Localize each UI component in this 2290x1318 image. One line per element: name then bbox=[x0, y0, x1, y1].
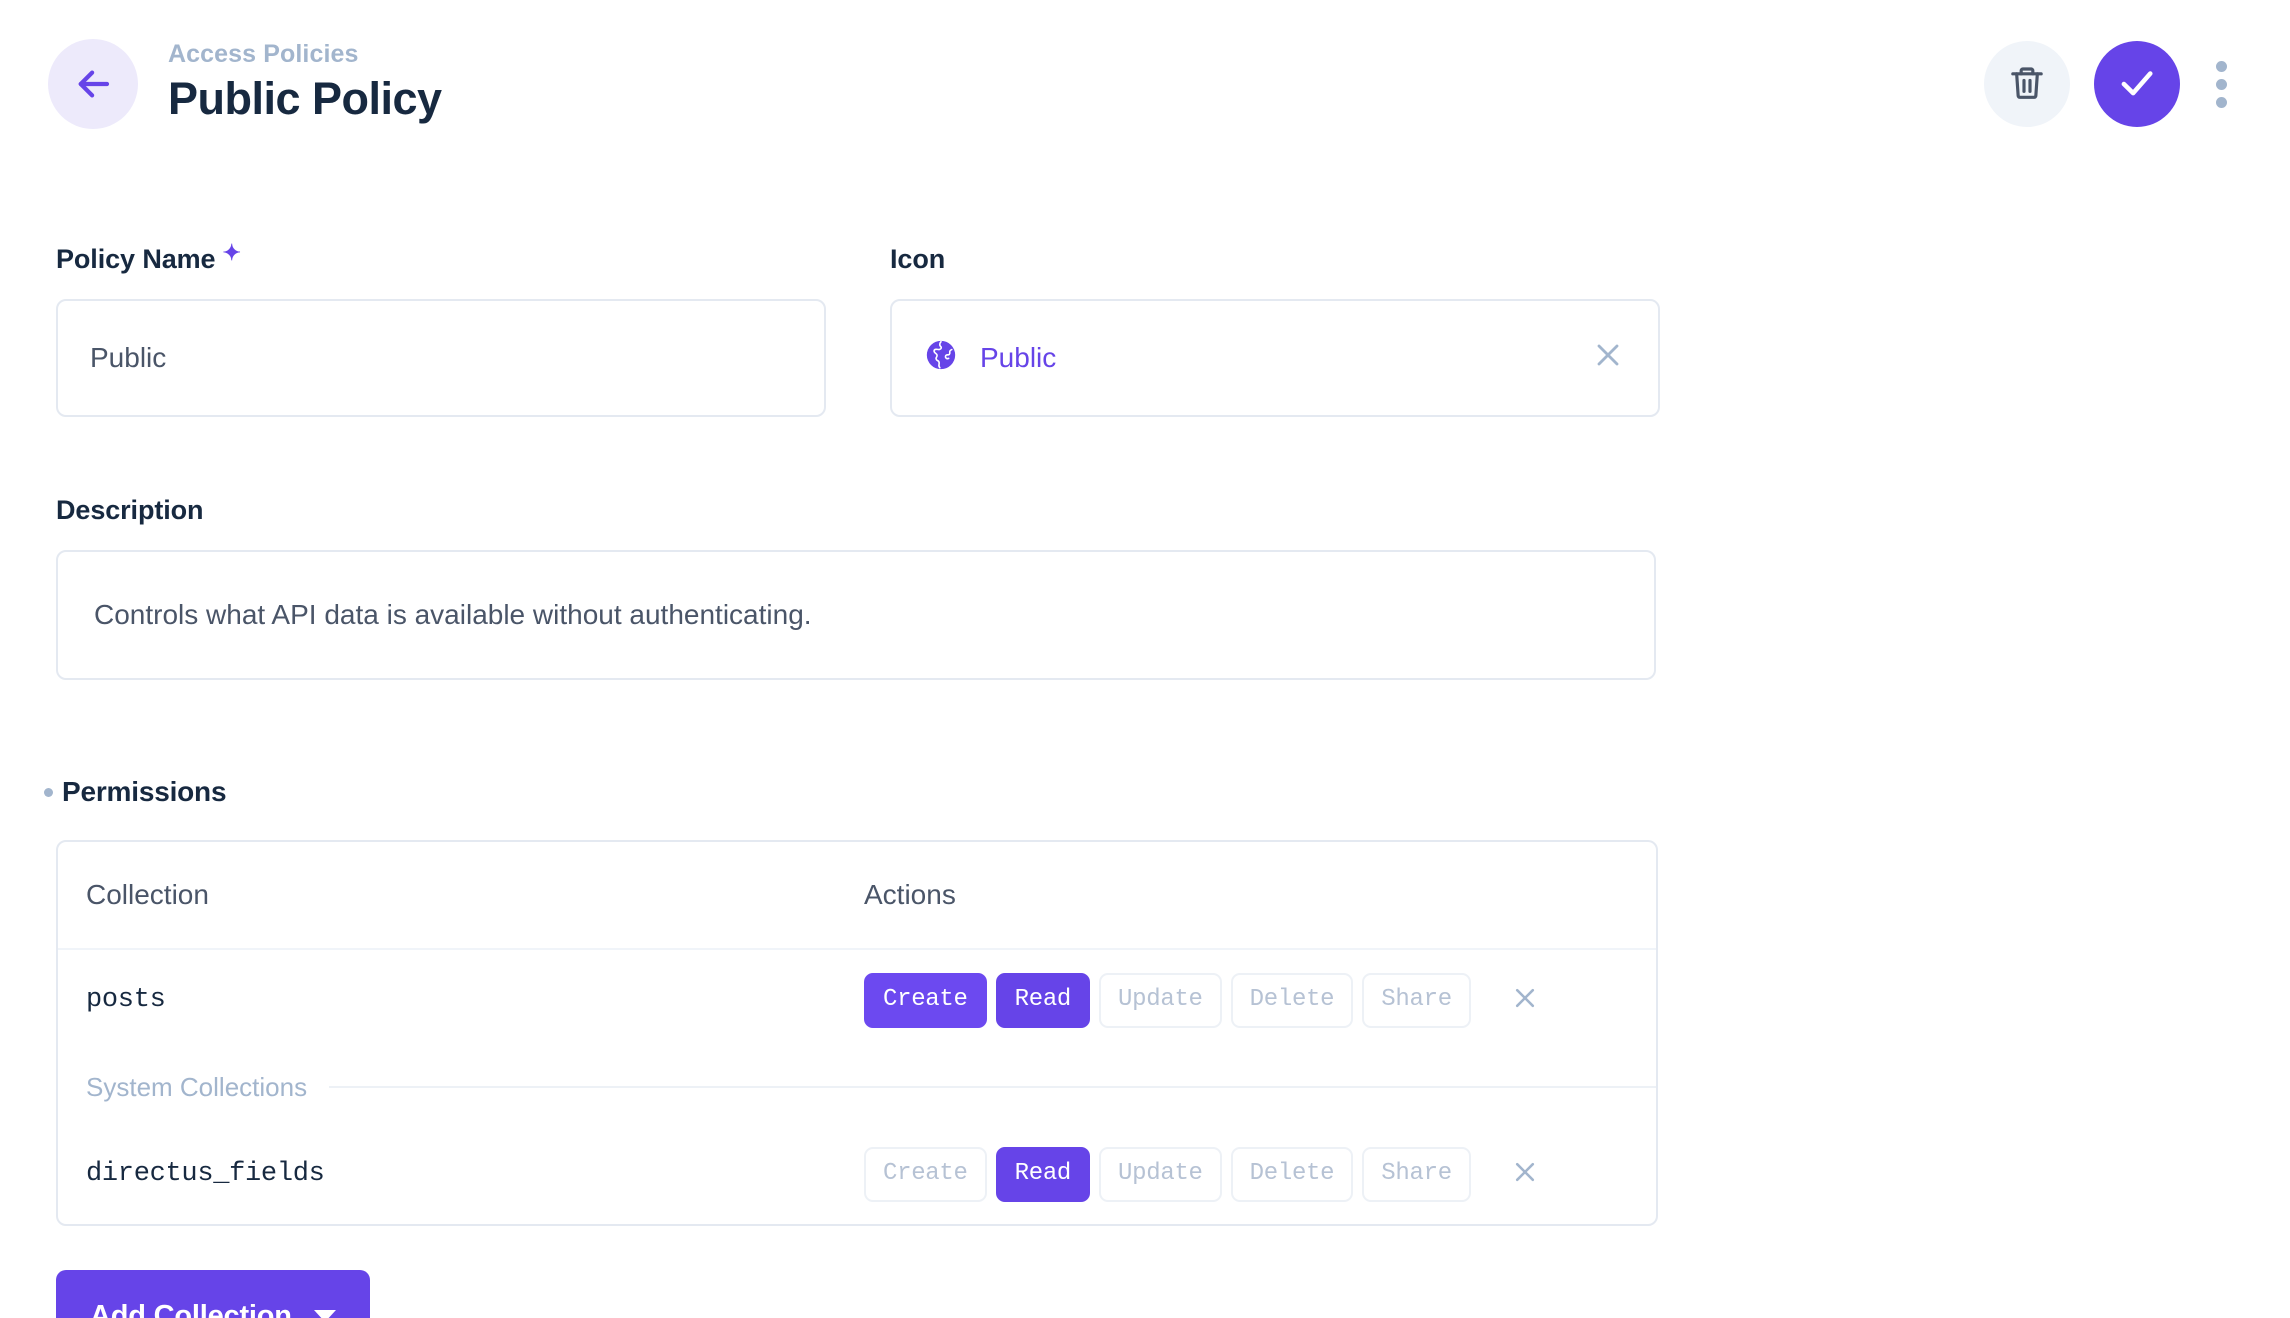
breadcrumb[interactable]: Access Policies bbox=[168, 39, 359, 68]
remove-row-button[interactable] bbox=[1508, 1155, 1542, 1194]
icon-value-text: Public bbox=[980, 342, 1057, 373]
action-chip-create[interactable]: Create bbox=[864, 972, 987, 1028]
close-icon bbox=[1508, 981, 1542, 1020]
page-header: Access Policies Public Policy bbox=[0, 0, 2290, 168]
more-vertical-icon-dot-2 bbox=[2215, 78, 2227, 90]
table-row[interactable]: directus_fields Create Read Update Delet… bbox=[58, 1124, 1656, 1224]
title-block: Access Policies Public Policy bbox=[168, 39, 1984, 129]
action-chip-share[interactable]: Share bbox=[1362, 1146, 1471, 1202]
collection-name: directus_fields bbox=[86, 1159, 325, 1189]
header-actions bbox=[1984, 41, 2248, 127]
delete-button[interactable] bbox=[1984, 41, 2070, 127]
add-collection-label: Add Collection bbox=[90, 1299, 292, 1318]
description-value: Controls what API data is available with… bbox=[94, 599, 812, 630]
icon-label: Icon bbox=[890, 246, 1660, 273]
description-label: Description bbox=[56, 497, 1656, 524]
icon-field: Icon Public bbox=[890, 246, 1660, 417]
required-marker-icon: ✦ bbox=[222, 240, 241, 265]
policy-name-input[interactable]: Public bbox=[56, 299, 826, 417]
collection-name: posts bbox=[86, 985, 166, 1015]
action-chip-update[interactable]: Update bbox=[1099, 1146, 1222, 1202]
description-label-text: Description bbox=[56, 495, 204, 525]
permissions-section: Permissions Collection Actions posts Cre… bbox=[44, 776, 2290, 1318]
globe-icon bbox=[924, 338, 958, 379]
action-chips: Create Read Update Delete Share bbox=[864, 1146, 1656, 1202]
action-chip-delete[interactable]: Delete bbox=[1230, 972, 1354, 1028]
bullet-icon bbox=[44, 787, 53, 797]
more-options-button[interactable] bbox=[2194, 41, 2248, 127]
close-icon bbox=[1508, 1155, 1542, 1194]
add-collection-button[interactable]: Add Collection bbox=[56, 1270, 370, 1318]
divider-line bbox=[329, 1086, 1656, 1088]
permissions-table: Collection Actions posts Create Read Upd… bbox=[56, 840, 1658, 1226]
system-collections-divider: System Collections bbox=[58, 1050, 1656, 1124]
policy-name-field: Policy Name ✦ Public bbox=[56, 242, 826, 417]
table-header-row: Collection Actions bbox=[58, 842, 1656, 950]
column-header-actions: Actions bbox=[864, 879, 956, 910]
form-body: Policy Name ✦ Public Icon bbox=[0, 168, 2290, 1318]
check-icon bbox=[2116, 62, 2158, 107]
back-button[interactable] bbox=[48, 39, 138, 129]
icon-clear-button[interactable] bbox=[1590, 337, 1626, 380]
description-input[interactable]: Controls what API data is available with… bbox=[56, 550, 1656, 680]
action-chips: Create Read Update Delete Share bbox=[864, 972, 1656, 1028]
action-chip-create[interactable]: Create bbox=[864, 1146, 987, 1202]
remove-row-button[interactable] bbox=[1508, 981, 1542, 1020]
more-vertical-icon-dot-1 bbox=[2215, 60, 2227, 72]
chevron-down-icon bbox=[313, 1310, 336, 1318]
action-chip-read[interactable]: Read bbox=[995, 972, 1091, 1028]
field-row-top: Policy Name ✦ Public Icon bbox=[56, 242, 2290, 417]
permissions-title: Permissions bbox=[62, 776, 227, 807]
system-collections-label: System Collections bbox=[86, 1071, 308, 1102]
icon-label-text: Icon bbox=[890, 244, 946, 274]
permissions-header: Permissions bbox=[44, 776, 2290, 808]
policy-name-value: Public bbox=[90, 342, 167, 373]
policy-name-label: Policy Name ✦ bbox=[56, 242, 826, 274]
arrow-left-icon bbox=[72, 63, 114, 105]
table-row[interactable]: posts Create Read Update Delete Share bbox=[58, 950, 1656, 1050]
action-chip-update[interactable]: Update bbox=[1099, 972, 1222, 1028]
description-field: Description Controls what API data is av… bbox=[56, 497, 1656, 680]
icon-select[interactable]: Public bbox=[890, 299, 1660, 417]
policy-name-label-text: Policy Name bbox=[56, 244, 216, 274]
action-chip-delete[interactable]: Delete bbox=[1230, 1146, 1354, 1202]
more-vertical-icon-dot-3 bbox=[2215, 96, 2227, 108]
column-header-collection: Collection bbox=[86, 879, 209, 910]
page-title: Public Policy bbox=[168, 73, 442, 125]
trash-icon bbox=[2007, 63, 2047, 106]
close-icon bbox=[1590, 337, 1626, 380]
action-chip-share[interactable]: Share bbox=[1362, 972, 1471, 1028]
action-chip-read[interactable]: Read bbox=[995, 1146, 1091, 1202]
save-button[interactable] bbox=[2094, 41, 2180, 127]
